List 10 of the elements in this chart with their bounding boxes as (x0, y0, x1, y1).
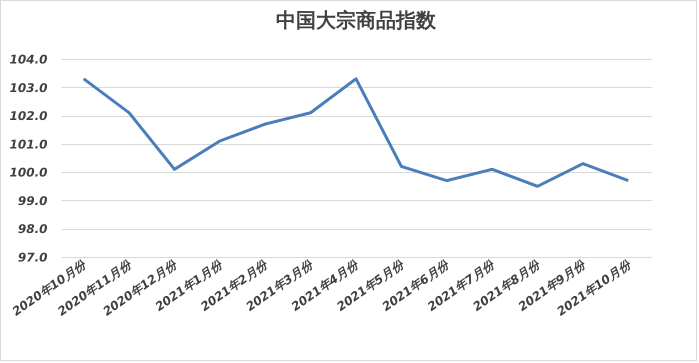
y-tick-label: 104.0 (10, 52, 48, 66)
y-tick-label: 103.0 (10, 80, 48, 95)
y-tick-label: 100.0 (10, 166, 48, 180)
y-tick-label: 102.0 (10, 109, 48, 124)
line-series (82, 77, 630, 188)
chart-title: 中国大宗商品指数 (276, 8, 437, 32)
y-tick-label: 101.0 (10, 137, 48, 152)
y-tick-label: 98.0 (18, 222, 48, 236)
y-tick-label: 97.0 (18, 250, 48, 264)
y-tick-label: 99.0 (18, 194, 48, 208)
